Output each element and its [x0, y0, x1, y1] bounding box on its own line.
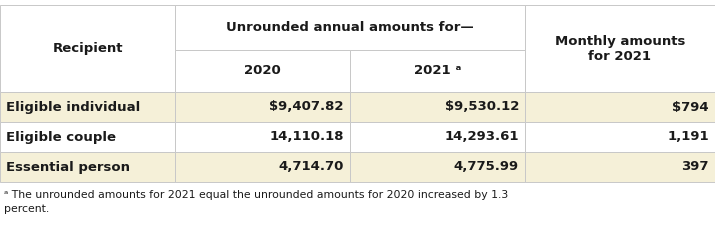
Bar	[175, 152, 350, 182]
Text: $9,407.82: $9,407.82	[270, 101, 344, 114]
Bar	[0, 92, 175, 122]
Bar	[350, 122, 525, 152]
Text: Recipient: Recipient	[52, 42, 123, 55]
Bar	[175, 50, 350, 92]
Bar	[175, 5, 525, 50]
Text: 2021 ᵃ: 2021 ᵃ	[414, 65, 461, 77]
Bar	[350, 92, 525, 122]
Bar	[350, 152, 525, 182]
Bar	[525, 122, 715, 152]
Bar	[175, 92, 350, 122]
Bar	[0, 122, 175, 152]
Text: Essential person: Essential person	[6, 161, 130, 174]
Text: 14,293.61: 14,293.61	[445, 130, 519, 143]
Bar	[175, 122, 350, 152]
Text: Eligible couple: Eligible couple	[6, 130, 116, 143]
Text: 14,110.18: 14,110.18	[270, 130, 344, 143]
Bar	[525, 152, 715, 182]
Bar	[0, 5, 175, 92]
Text: 2020: 2020	[244, 65, 281, 77]
Text: 1,191: 1,191	[667, 130, 709, 143]
Bar	[525, 5, 715, 92]
Text: 4,775.99: 4,775.99	[454, 161, 519, 174]
Text: ᵃ The unrounded amounts for 2021 equal the unrounded amounts for 2020 increased : ᵃ The unrounded amounts for 2021 equal t…	[4, 190, 508, 200]
Text: Monthly amounts
for 2021: Monthly amounts for 2021	[555, 34, 685, 63]
Text: Unrounded annual amounts for—: Unrounded annual amounts for—	[226, 21, 474, 34]
Text: Eligible individual: Eligible individual	[6, 101, 140, 114]
Text: $9,530.12: $9,530.12	[445, 101, 519, 114]
Bar	[350, 50, 525, 92]
Text: 4,714.70: 4,714.70	[279, 161, 344, 174]
Text: percent.: percent.	[4, 204, 49, 214]
Text: $794: $794	[672, 101, 709, 114]
Text: 397: 397	[681, 161, 709, 174]
Bar	[525, 92, 715, 122]
Bar	[0, 152, 175, 182]
